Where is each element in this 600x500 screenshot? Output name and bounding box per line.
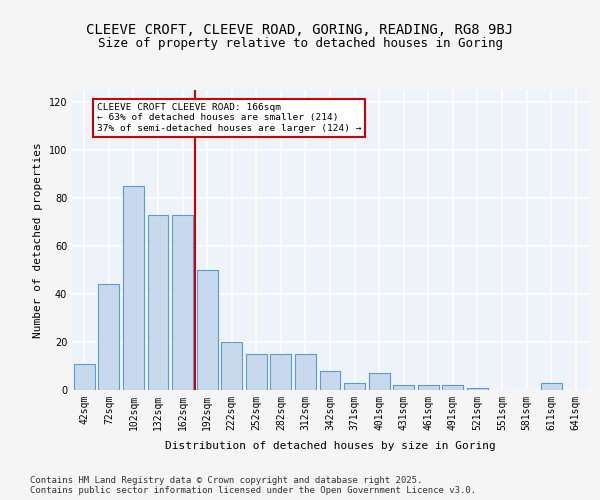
Bar xyxy=(246,354,267,390)
Bar xyxy=(320,371,340,390)
Text: CLEEVE CROFT CLEEVE ROAD: 166sqm
← 63% of detached houses are smaller (214)
37% : CLEEVE CROFT CLEEVE ROAD: 166sqm ← 63% o… xyxy=(97,103,361,133)
Text: Size of property relative to detached houses in Goring: Size of property relative to detached ho… xyxy=(97,38,503,51)
Y-axis label: Number of detached properties: Number of detached properties xyxy=(33,142,43,338)
Bar xyxy=(393,385,414,390)
X-axis label: Distribution of detached houses by size in Goring: Distribution of detached houses by size … xyxy=(164,441,496,451)
Bar xyxy=(418,385,439,390)
Text: CLEEVE CROFT, CLEEVE ROAD, GORING, READING, RG8 9BJ: CLEEVE CROFT, CLEEVE ROAD, GORING, READI… xyxy=(86,22,514,36)
Bar xyxy=(467,388,488,390)
Bar xyxy=(123,186,144,390)
Bar xyxy=(344,383,365,390)
Bar xyxy=(98,284,119,390)
Bar xyxy=(442,385,463,390)
Bar xyxy=(541,383,562,390)
Text: Contains HM Land Registry data © Crown copyright and database right 2025.
Contai: Contains HM Land Registry data © Crown c… xyxy=(30,476,476,495)
Bar xyxy=(368,373,389,390)
Bar xyxy=(295,354,316,390)
Bar xyxy=(271,354,292,390)
Bar xyxy=(172,215,193,390)
Bar xyxy=(197,270,218,390)
Bar xyxy=(74,364,95,390)
Bar xyxy=(148,215,169,390)
Bar xyxy=(221,342,242,390)
